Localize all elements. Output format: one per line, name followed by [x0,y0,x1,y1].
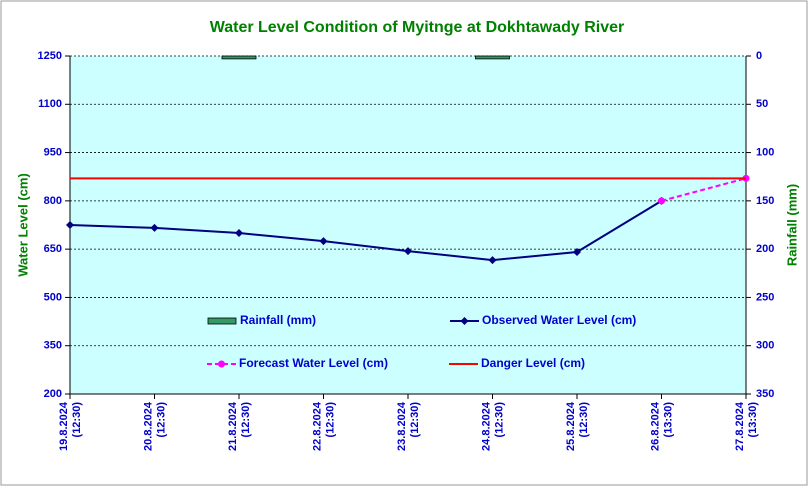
y2-tick-label: 250 [756,291,774,303]
bar [221,55,257,60]
chart-title: Water Level Condition of Myitnge at Dokh… [210,19,625,36]
y-tick-label: 200 [44,388,62,400]
x-tick-label: 21.8.2024 [227,401,239,451]
plot-area [70,56,746,394]
y-tick-label: 1250 [38,50,62,62]
series-line [69,200,663,262]
y-tick-label: 500 [44,291,62,303]
x-tick-label: 25.8.2024 [565,401,577,451]
y-tick-label: 950 [44,146,62,158]
legend-marker [218,360,225,368]
y-tick-label: 1100 [38,98,62,110]
x-tick-label: (12:30) [71,402,83,438]
y2-axis-title: Rainfall (mm) [784,184,799,266]
data-point [404,247,412,256]
y2-tick-label: 100 [756,146,774,158]
data-point [488,256,497,265]
y2-tick-label: 50 [756,98,768,110]
bar [475,55,510,60]
x-tick-label: (12:30) [493,402,505,438]
legend-swatch [207,317,237,325]
x-tick-label: 20.8.2024 [142,401,154,451]
data-point [573,248,581,257]
y-tick-label: 350 [44,340,62,352]
y-tick-label: 650 [44,243,62,255]
x-tick-label: 19.8.2024 [58,401,70,451]
data-point [66,221,74,229]
y2-tick-label: 300 [756,340,774,352]
x-tick-label: (12:30) [578,402,590,438]
x-tick-label: 23.8.2024 [396,401,408,451]
x-tick-label: (12:30) [155,402,167,438]
data-point [319,237,328,246]
y-axis-title: Water Level (cm) [15,173,30,277]
legend-label: Rainfall (mm) [240,313,316,327]
x-tick-label: (13:30) [747,402,759,438]
x-tick-label: (12:30) [240,402,252,438]
x-tick-label: 24.8.2024 [480,401,492,451]
y2-tick-label: 0 [756,50,762,62]
legend-label: Observed Water Level (cm) [482,313,636,327]
legend-label: Danger Level (cm) [481,356,585,370]
data-point [150,223,159,232]
legend-label: Forecast Water Level (cm) [239,356,388,370]
legend-marker [460,317,469,325]
x-tick-label: (13:30) [662,402,674,438]
series-line [661,177,747,202]
data-point [235,229,243,238]
data-point [658,197,665,205]
x-tick-label: 27.8.2024 [734,401,746,451]
y-tick-label: 800 [44,195,62,207]
x-tick-label: 22.8.2024 [311,401,323,451]
y2-tick-label: 350 [756,388,774,400]
y2-tick-label: 200 [756,243,774,255]
x-tick-label: (12:30) [324,402,336,438]
x-tick-label: (12:30) [409,402,421,438]
y2-tick-label: 150 [756,195,774,207]
x-tick-label: 26.8.2024 [649,401,661,451]
